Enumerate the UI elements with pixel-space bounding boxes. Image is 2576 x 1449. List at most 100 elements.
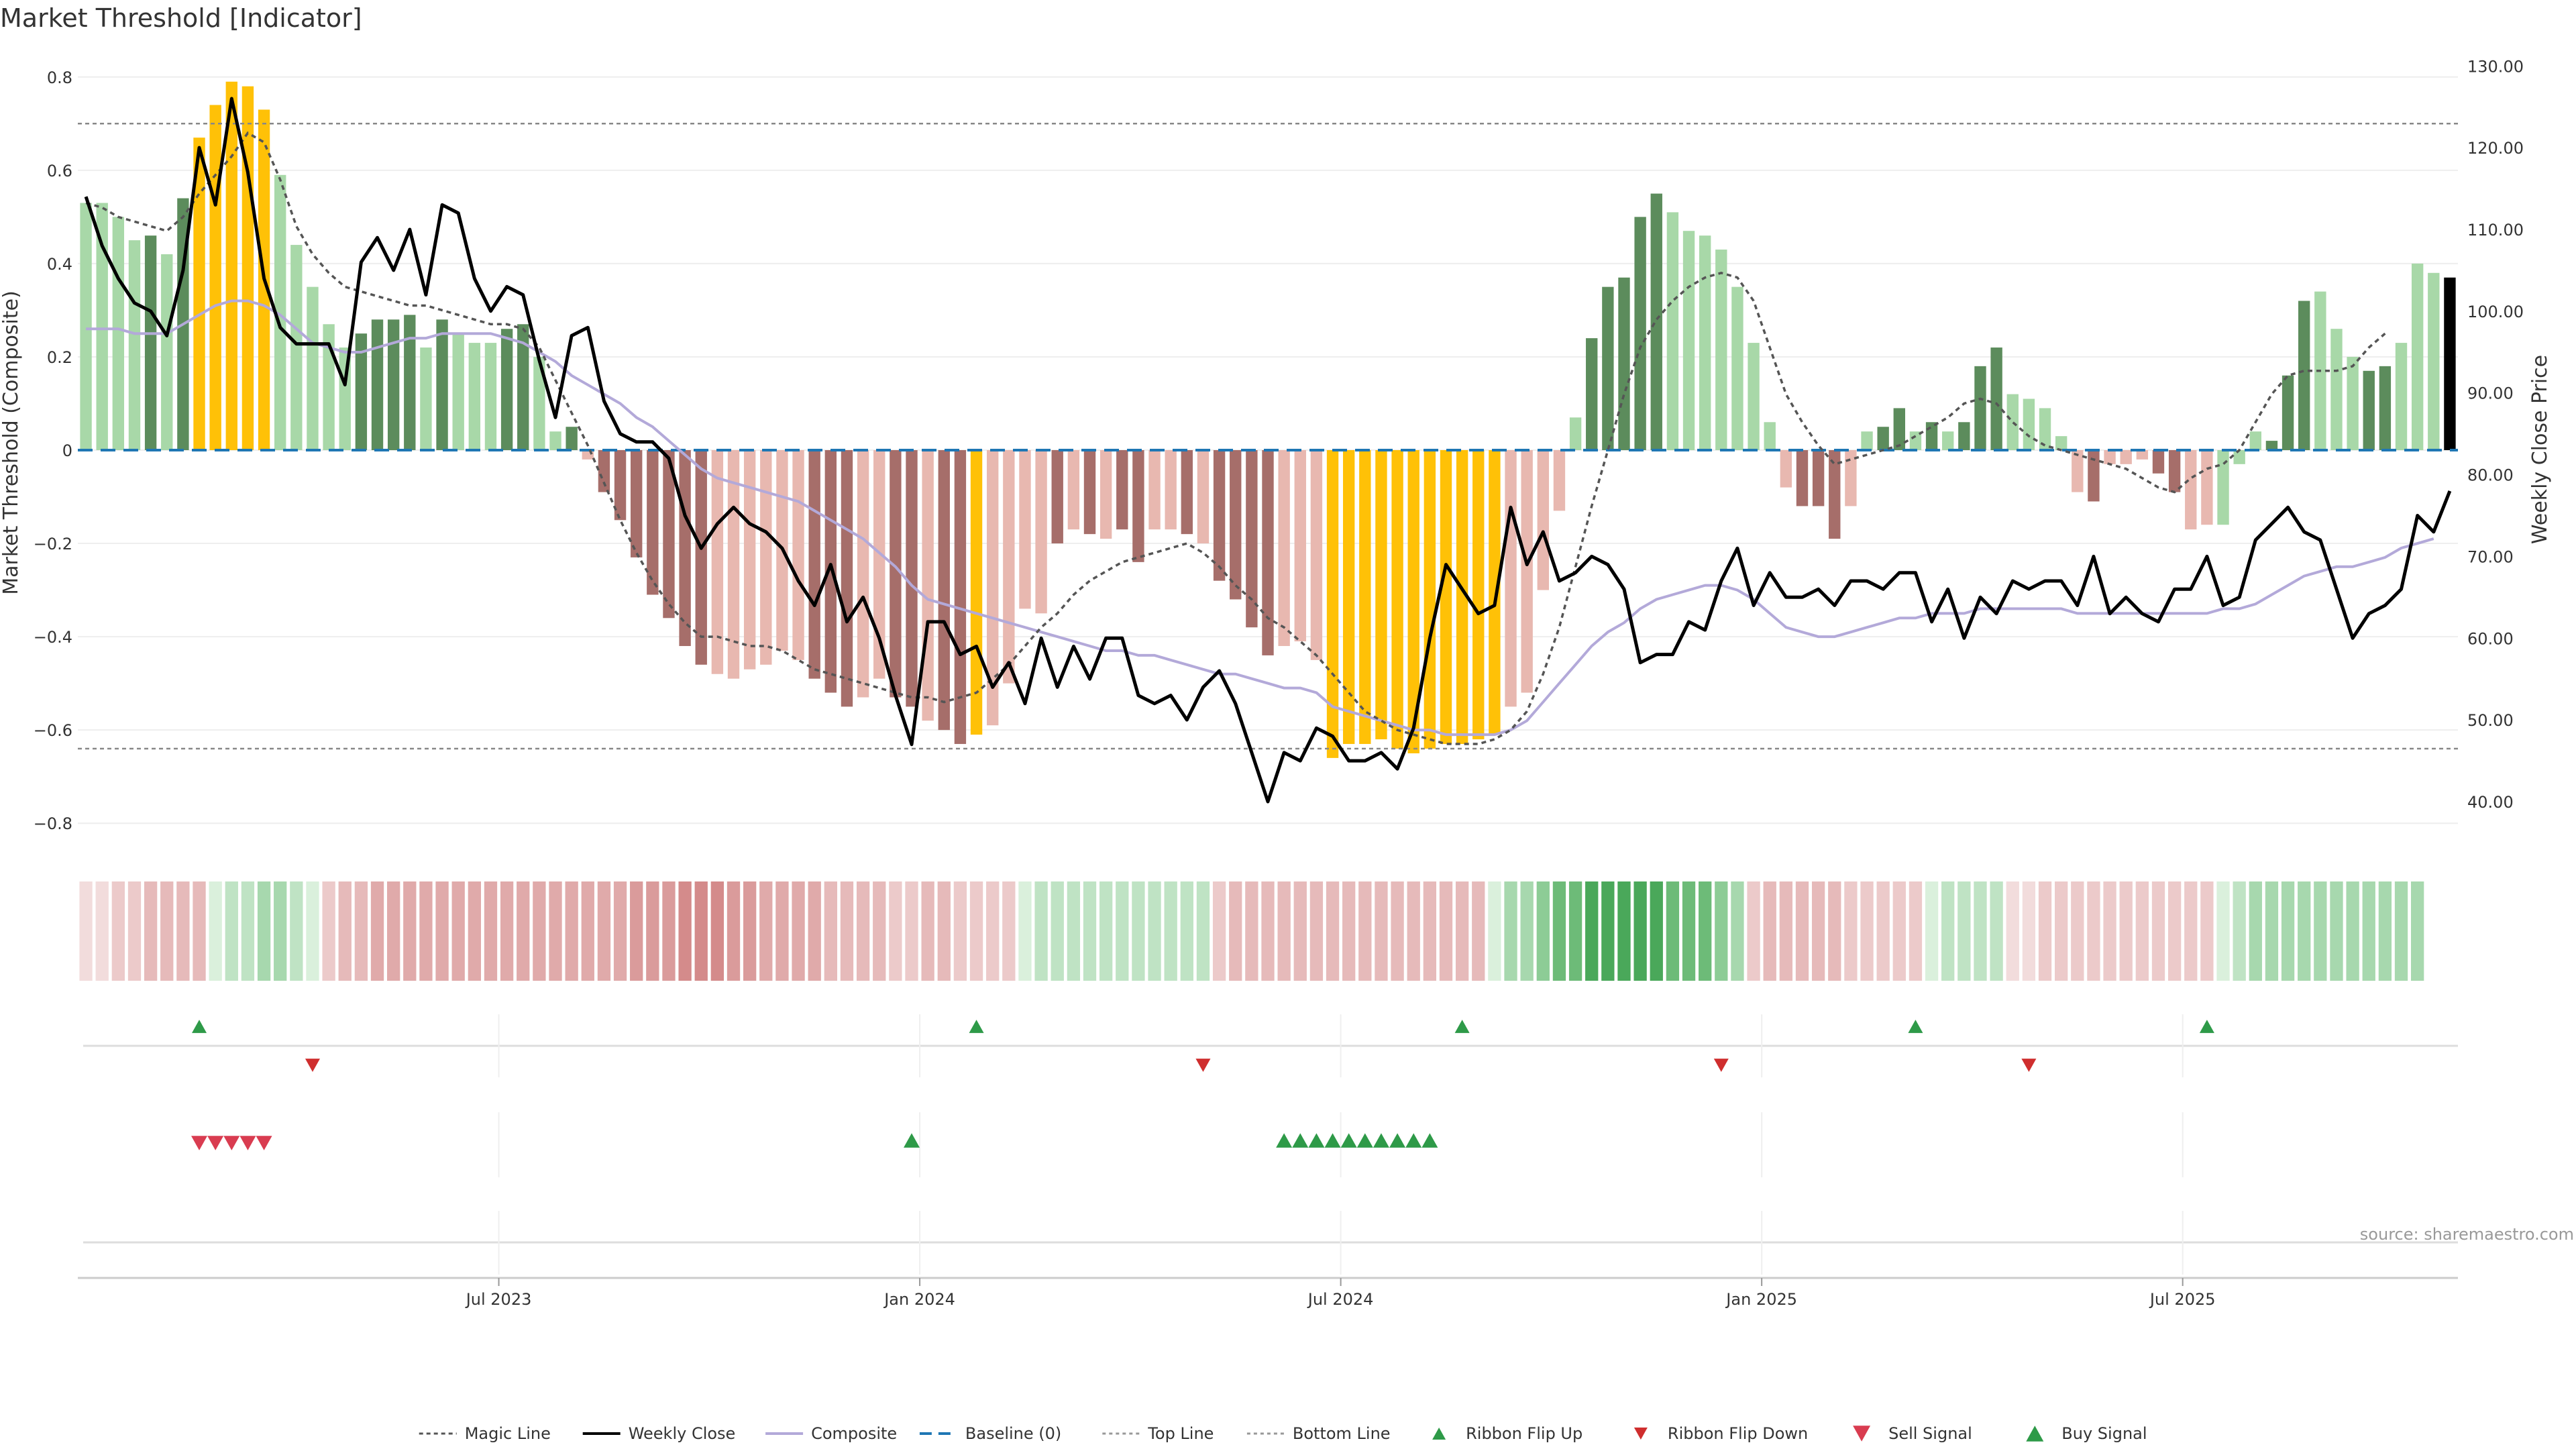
ribbon-cell <box>2394 881 2408 981</box>
ribbon-cell <box>630 881 643 981</box>
axes: 0.8 0.6 0.4 0.2 0 −0.2 −0.4 −0.6 −0.8 130.00 120.0… <box>34 57 2524 833</box>
composite-bar <box>1505 450 1517 707</box>
composite-bar <box>2428 272 2440 450</box>
ribbon-cell <box>921 881 934 981</box>
ribbon-cell <box>144 881 158 981</box>
ribbon-cell <box>710 881 724 981</box>
composite-bar <box>2444 277 2456 450</box>
composite-bar <box>1618 277 1630 450</box>
ribbon-cell <box>257 881 271 981</box>
buy-signal-marker <box>904 1133 920 1148</box>
ribbon-cell <box>1876 881 1890 981</box>
ribbon-strip <box>79 881 2424 981</box>
buy-signal-marker <box>1276 1133 1293 1148</box>
composite-bar <box>1974 366 1986 450</box>
buy-signal-marker <box>1405 1133 1422 1148</box>
ribbon-flip-down-marker <box>305 1059 320 1072</box>
ribbon-cell <box>354 881 368 981</box>
composite-bar <box>1780 450 1792 488</box>
composite-bar <box>2006 394 2019 450</box>
composite-bar <box>290 245 303 450</box>
composite-bar <box>371 319 384 450</box>
ribbon-flip-up-marker <box>1454 1020 1470 1033</box>
ribbon-cell <box>1892 881 1906 981</box>
ribbon-cell <box>533 881 546 981</box>
composite-bar <box>873 450 885 679</box>
ribbon-cell <box>1196 881 1210 981</box>
ribbon-cell <box>1164 881 1177 981</box>
composite-bar <box>1019 450 1031 609</box>
composite-bar <box>2201 450 2213 525</box>
composite-bar <box>2347 356 2359 450</box>
ribbon-cell <box>824 881 837 981</box>
ribbon-cell <box>209 881 222 981</box>
left-tick-label: −0.6 <box>34 721 72 740</box>
legend-label: Composite <box>811 1424 897 1443</box>
ribbon-cell <box>1520 881 1534 981</box>
composite-bar <box>1958 422 1970 450</box>
legend-label: Buy Signal <box>2061 1424 2147 1443</box>
ribbon-cell <box>1601 881 1615 981</box>
ribbon-cell <box>2135 881 2149 981</box>
composite-bar <box>1375 450 1387 740</box>
ribbon-cell <box>1552 881 1566 981</box>
right-tick-label: 50.00 <box>2467 711 2514 730</box>
ribbon-cell <box>969 881 983 981</box>
composite-bar <box>695 450 707 665</box>
composite-bar <box>824 450 837 693</box>
ribbon-cell <box>840 881 854 981</box>
composite-bar <box>1262 450 1274 655</box>
composite-bar <box>96 203 108 450</box>
ribbon-cell <box>1617 881 1631 981</box>
ribbon-cell <box>193 881 206 981</box>
ribbon-cell <box>1132 881 1145 981</box>
ribbon-cell <box>2184 881 2198 981</box>
ribbon-cell <box>2038 881 2052 981</box>
composite-bar <box>404 315 416 450</box>
ribbon-cell <box>370 881 384 981</box>
ribbon-cell <box>1811 881 1825 981</box>
ribbon-cell <box>386 881 400 981</box>
ribbon-cell <box>1455 881 1469 981</box>
composite-bar <box>2168 450 2181 492</box>
ribbon-flip-up-marker <box>2199 1020 2214 1033</box>
ribbon-cell <box>290 881 303 981</box>
composite-bar <box>2282 375 2294 450</box>
ribbon-cell <box>1666 881 1680 981</box>
composite-bar <box>1537 450 1550 590</box>
composite-bar <box>954 450 967 745</box>
composite-bar <box>906 450 918 707</box>
composite-bar <box>582 450 594 460</box>
legend-label: Top Line <box>1147 1424 1214 1443</box>
ribbon-cell <box>306 881 319 981</box>
composite-bar <box>387 319 400 450</box>
ribbon-cell <box>517 881 530 981</box>
ribbon-cell <box>1957 881 1971 981</box>
composite-bar <box>1003 450 1015 684</box>
ribbon-cell <box>2378 881 2392 981</box>
ribbon-flip-up-marker <box>1908 1020 1923 1033</box>
ribbon-cell <box>1245 881 1258 981</box>
composite-bar <box>1391 450 1403 749</box>
ribbon-cell <box>1309 881 1324 981</box>
ribbon-flip-up-marker <box>969 1020 984 1033</box>
composite-bar <box>2185 450 2197 530</box>
legend-label: Ribbon Flip Down <box>1668 1424 1808 1443</box>
ribbon-cell <box>759 881 773 981</box>
composite-bar <box>1893 408 1905 450</box>
source-note: source: sharemaestro.com <box>2360 1225 2574 1244</box>
composite-bar <box>1278 450 1290 647</box>
ribbon-cell <box>322 881 335 981</box>
composite-bar <box>1521 450 1533 693</box>
ribbon-cell <box>775 881 789 981</box>
composite-bar <box>857 450 869 698</box>
ribbon-cell <box>2119 881 2133 981</box>
buy-signal-marker <box>1389 1133 1406 1148</box>
composite-bar <box>2039 408 2051 450</box>
ribbon-flip-up-marker <box>192 1020 207 1033</box>
x-tick-label: Jan 2024 <box>883 1290 955 1309</box>
composite-bars <box>80 81 2456 758</box>
composite-bar <box>1197 450 1210 544</box>
x-tick-label: Jul 2023 <box>465 1290 532 1309</box>
composite-bar <box>743 450 756 669</box>
